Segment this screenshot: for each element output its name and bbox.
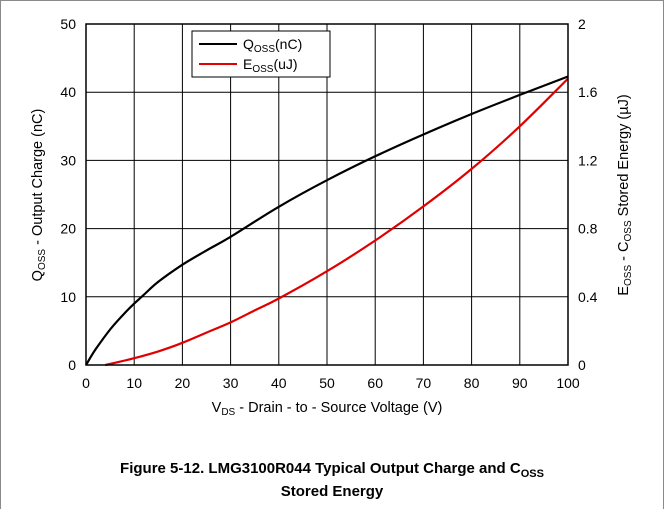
series-line-eoss	[105, 77, 569, 367]
y2-tick-label: 2	[578, 16, 586, 32]
grid	[86, 24, 568, 365]
x-tick-label: 100	[556, 375, 580, 391]
plot-area-border	[85, 23, 569, 366]
tick-labels: 0 10 20 30 40 50 60 70 80 90 100 0 10 20 30 40 50 0 0.4 0.8…	[60, 16, 597, 391]
legend-box	[191, 30, 331, 78]
y-tick-label: 20	[60, 221, 76, 237]
y-tick-label: 0	[68, 357, 76, 373]
x-tick-label: 40	[271, 375, 287, 391]
x-tick-label: 30	[223, 375, 239, 391]
caption-line-2: Stored Energy	[280, 483, 384, 500]
y2-tick-label: 0.8	[578, 221, 598, 237]
figure-caption: Figure 5-12. LMG3100R044 Typical Output …	[0, 460, 664, 501]
series-layer	[85, 75, 569, 367]
y-tick-label: 30	[60, 152, 76, 168]
output-charge-chart: 0 10 20 30 40 50 60 70 80 90 100 0 10 20 30 40 50 0 0.4 0.8…	[30, 16, 634, 418]
x-axis-title: VDS - Drain - to - Source Voltage (V)	[212, 400, 443, 418]
y-axis-title-left: QOSS - Output Charge (nC)	[30, 109, 48, 282]
x-tick-label: 0	[82, 375, 90, 391]
y2-tick-label: 0	[578, 357, 586, 373]
y2-tick-label: 0.4	[578, 289, 598, 305]
legend-entry-qoss: QOSS(nC)	[243, 36, 302, 55]
legend: QOSS(nC) EOSS(uJ)	[191, 30, 331, 78]
legend-entry-eoss: EOSS(uJ)	[243, 56, 298, 75]
y-tick-label: 50	[60, 16, 76, 32]
x-tick-label: 20	[175, 375, 191, 391]
caption-line-1: Figure 5-12. LMG3100R044 Typical Output …	[120, 460, 544, 480]
x-tick-label: 60	[367, 375, 383, 391]
y-tick-label: 10	[60, 289, 76, 305]
x-tick-label: 90	[512, 375, 528, 391]
series-line-qoss	[85, 75, 569, 366]
x-tick-label: 10	[126, 375, 142, 391]
y-axis-title-right: EOSS - COSS Stored Energy (µJ)	[616, 94, 634, 295]
x-tick-label: 80	[464, 375, 480, 391]
x-tick-label: 70	[416, 375, 432, 391]
y2-tick-label: 1.6	[578, 84, 598, 100]
y-tick-label: 40	[60, 84, 76, 100]
y2-tick-label: 1.2	[578, 152, 598, 168]
x-tick-label: 50	[319, 375, 335, 391]
